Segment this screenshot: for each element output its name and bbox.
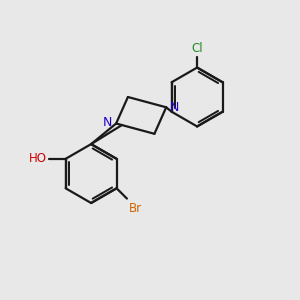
Text: HO: HO — [29, 152, 47, 165]
Text: N: N — [103, 116, 112, 128]
Text: N: N — [170, 101, 179, 114]
Text: Cl: Cl — [191, 42, 203, 55]
Text: Br: Br — [128, 202, 142, 214]
